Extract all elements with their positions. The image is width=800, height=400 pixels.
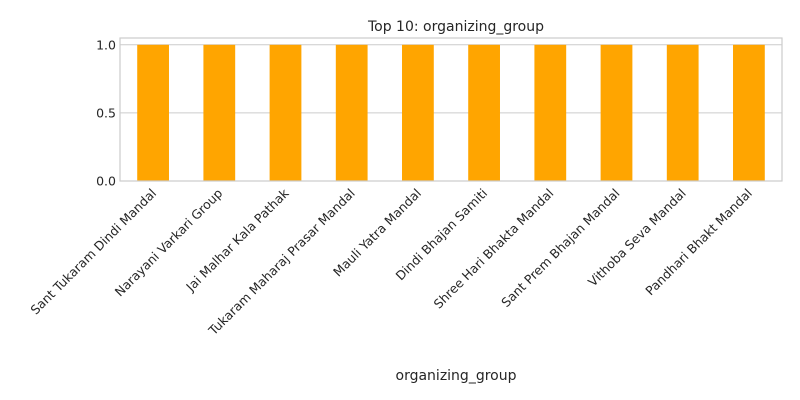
- chart-title: Top 10: organizing_group: [367, 19, 544, 35]
- x-tick-label: Narayani Varkari Group: [112, 185, 226, 299]
- y-tick-label: 0.5: [96, 105, 116, 120]
- x-axis-label: organizing_group: [396, 368, 517, 384]
- bar: [203, 44, 236, 181]
- bar: [468, 44, 500, 181]
- x-tick-label: Shree Hari Bhakta Mandal: [430, 186, 556, 312]
- x-tick-label: Tukaram Maharaj Prasar Mandal: [205, 186, 358, 339]
- bar: [600, 44, 633, 181]
- plot-frame: [119, 37, 783, 182]
- y-tick-labels: 0.0 0.5 1.0: [96, 37, 116, 188]
- bar: [402, 44, 434, 181]
- y-tick-label: 1.0: [96, 37, 116, 52]
- bar: [137, 44, 169, 181]
- x-tick-label: Sant Tukaram Dindi Mandal: [27, 186, 159, 318]
- x-tick-label: Pandhari Bhakt Mandal: [642, 186, 755, 299]
- bar: [733, 44, 765, 181]
- bar: [534, 44, 567, 181]
- y-tick-label: 0.0: [96, 174, 116, 189]
- bar: [335, 44, 368, 181]
- x-tick-label: Sant Prem Bhajan Mandal: [498, 186, 622, 310]
- bar: [269, 44, 302, 181]
- bars: [137, 44, 765, 181]
- bar: [666, 44, 699, 181]
